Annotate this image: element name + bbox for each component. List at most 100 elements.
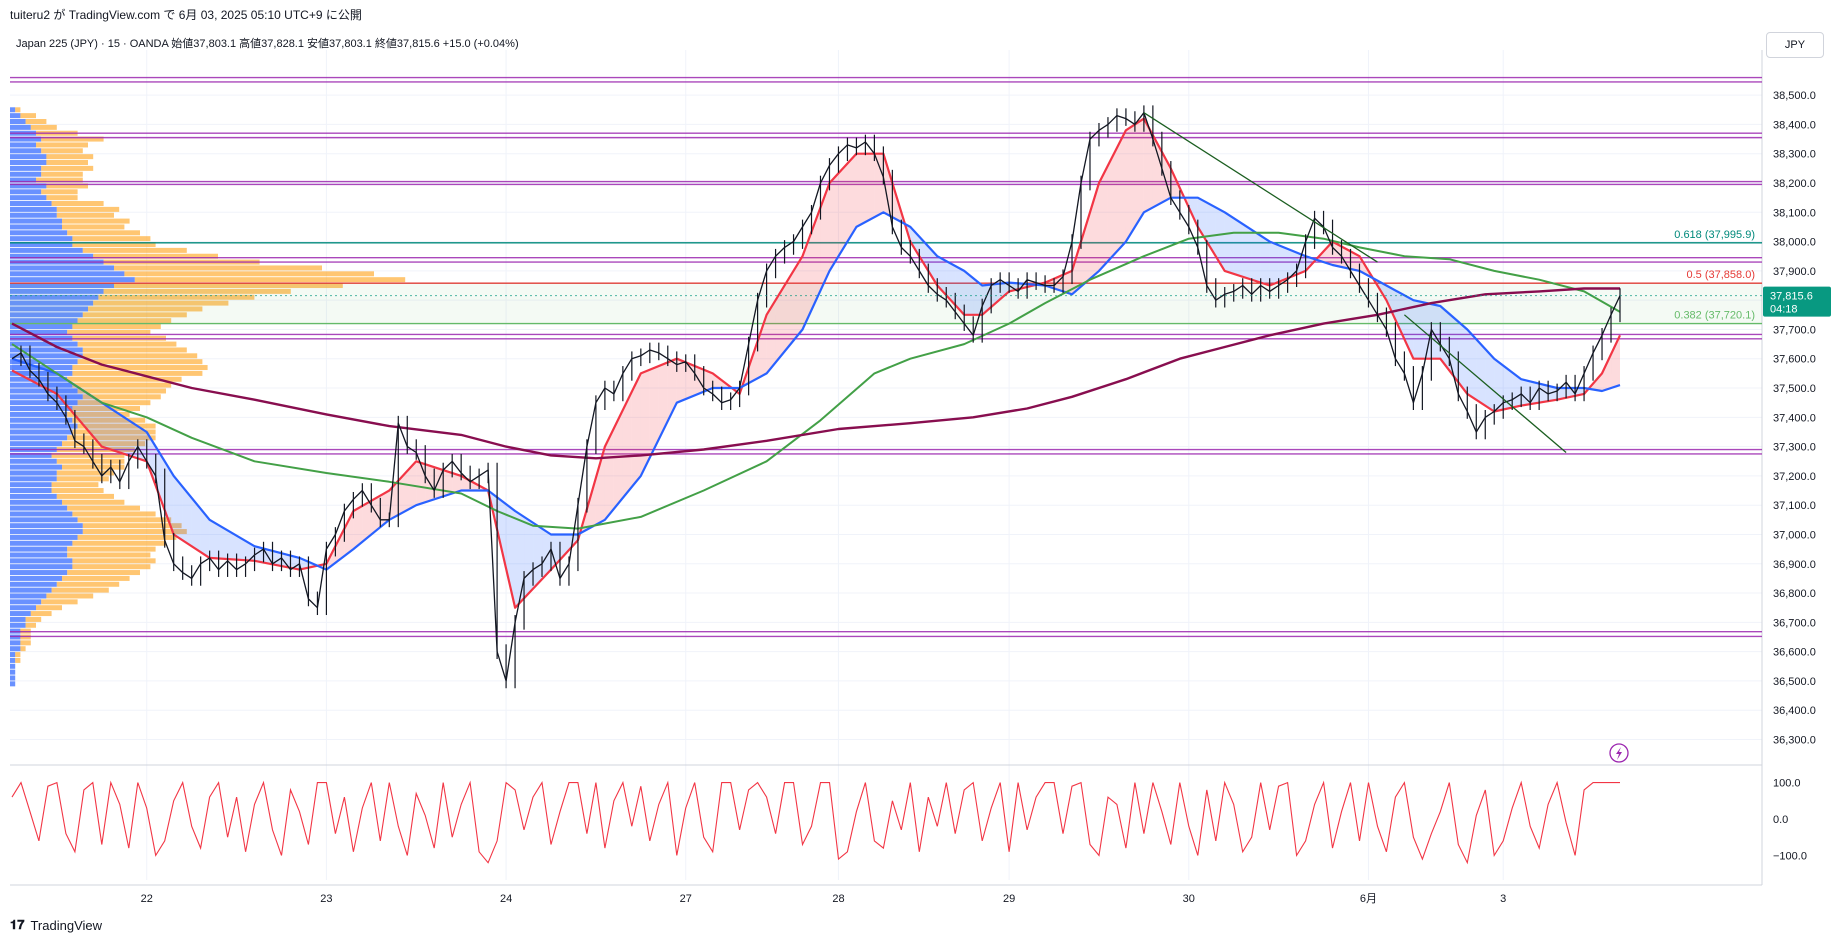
ema-fill-segment: [524, 516, 534, 599]
ema-fill-segment: [613, 410, 623, 509]
vp-bar-down: [56, 581, 120, 587]
vp-bar-down: [77, 400, 151, 406]
vp-bar-down: [41, 599, 78, 605]
vp-bar-up: [10, 359, 78, 365]
ema-fill-segment: [416, 461, 426, 506]
ema-fill-segment: [1278, 245, 1288, 282]
vp-bar-up: [10, 657, 16, 663]
vp-bar-down: [98, 294, 255, 300]
vp-bar-up: [10, 195, 47, 201]
trendlines: [1143, 112, 1567, 453]
vp-bar-down: [82, 312, 187, 318]
vp-bar-up: [10, 593, 47, 599]
vp-bar-down: [67, 505, 140, 511]
vp-bar-down: [20, 640, 31, 646]
price-chart[interactable]: 0.618 (37,995.9) 0.5 (37,858.0) 0.382 (37,…: [0, 0, 1835, 910]
vp-bar-up: [10, 488, 52, 494]
vp-bar-down: [72, 236, 151, 242]
ema-fill-segment: [1350, 251, 1360, 271]
vp-bar-down: [72, 540, 166, 546]
vp-bar-up: [10, 493, 57, 499]
lightning-icon[interactable]: [1609, 743, 1629, 763]
trendline: [1143, 112, 1378, 263]
ema-fill-segment: [1269, 241, 1279, 286]
vp-bar-up: [10, 581, 57, 587]
x-axis[interactable]: 22 23 24 27 28 29 30 6月 3: [141, 893, 1507, 905]
cci-tick-label: 0.0: [1773, 814, 1788, 826]
ema-fill-segment: [56, 373, 66, 405]
ema-fill-segment: [1422, 302, 1432, 359]
vp-bar-up: [10, 464, 62, 470]
ema-fill-segment: [1467, 329, 1477, 400]
vp-bar-up: [10, 318, 78, 324]
ema-fill-segment: [281, 553, 291, 568]
y-axis[interactable]: 38,500.0 38,400.0 38,300.0 38,200.0 38,100.0…: [1773, 90, 1816, 746]
vp-bar-up: [10, 669, 16, 675]
ema-fill-segment: [1323, 241, 1333, 266]
x-tick-label: 28: [832, 893, 844, 905]
cci-line: [11, 780, 1620, 865]
vp-bar-down: [56, 476, 109, 482]
vp-bar-up: [10, 277, 135, 283]
ema-fill-segment: [874, 153, 884, 218]
vp-bar-down: [67, 376, 182, 382]
ema-fill-segment: [515, 511, 525, 608]
vp-bar-up: [10, 587, 52, 593]
vp-bar-down: [62, 575, 130, 581]
cci-tick-label: 100.0: [1773, 778, 1801, 790]
vp-bar-down: [51, 488, 104, 494]
publish-info: tuiteru2 が TradingView.com で 6月 03, 2025…: [10, 8, 362, 22]
ema-fill-segment: [218, 525, 228, 560]
last-price-label: 37,815.6: [1770, 291, 1813, 303]
ema-fill-segment: [946, 261, 956, 306]
ema-fill-segment: [631, 373, 641, 487]
cci-axis[interactable]: 100.0 0.0 −100.0: [1773, 778, 1807, 863]
vp-bar-up: [10, 675, 16, 681]
y-tick-label: 38,100.0: [1773, 207, 1816, 219]
ema-fill-segment: [47, 370, 57, 394]
y-tick-label: 38,500.0: [1773, 90, 1816, 102]
vp-bar-up: [10, 206, 57, 212]
ema-fill-segment: [1521, 379, 1531, 406]
ema-fill-segment: [820, 183, 830, 291]
vp-bar-down: [62, 224, 125, 230]
vp-bar-down: [67, 570, 140, 576]
vp-bar-up: [10, 119, 26, 125]
tradingview-brand[interactable]: 𝟏𝟕 TradingView: [10, 917, 102, 933]
ema-fill-segment: [1593, 373, 1603, 391]
ema-fill-segment: [955, 265, 965, 315]
ema-fill-segment: [559, 534, 569, 560]
vp-bar-up: [10, 124, 31, 130]
last-price-box: [1763, 286, 1831, 317]
ema-fill-segment: [1072, 241, 1082, 295]
vp-bar-down: [41, 148, 83, 154]
ema-fill-segment: [155, 446, 165, 511]
vp-bar-up: [10, 599, 42, 605]
vp-bar-up: [10, 265, 114, 271]
symbol-legend[interactable]: Japan 225 (JPY) · 15 · OANDA 始値37,803.1 …: [16, 38, 519, 50]
y-tick-label: 37,300.0: [1773, 442, 1816, 454]
moving-averages: [11, 117, 1621, 609]
ema-fill-segment: [1548, 385, 1558, 402]
ema-fill-segment: [1143, 118, 1153, 213]
vp-bar-up: [10, 236, 73, 242]
ema-fill-segment: [658, 362, 668, 440]
vp-bar-up: [10, 324, 73, 330]
ema-fill-segment: [137, 426, 147, 462]
vp-bar-down: [82, 247, 187, 253]
vp-bar-down: [77, 318, 172, 324]
y-tick-label: 37,100.0: [1773, 500, 1816, 512]
vp-bar-down: [114, 265, 322, 271]
vp-bar-up: [10, 212, 57, 218]
vp-bar-up: [10, 611, 31, 617]
y-tick-label: 37,900.0: [1773, 266, 1816, 278]
vp-bar-down: [56, 206, 120, 212]
y-tick-label: 38,200.0: [1773, 178, 1816, 190]
vp-bar-up: [10, 640, 21, 646]
vp-bar-down: [72, 406, 140, 412]
currency-button[interactable]: JPY: [1766, 32, 1824, 58]
ema-fill-segment: [1233, 218, 1243, 277]
vp-bar-up: [10, 370, 73, 376]
vp-bar-down: [77, 534, 177, 540]
ema-fill-segment: [1413, 300, 1423, 359]
